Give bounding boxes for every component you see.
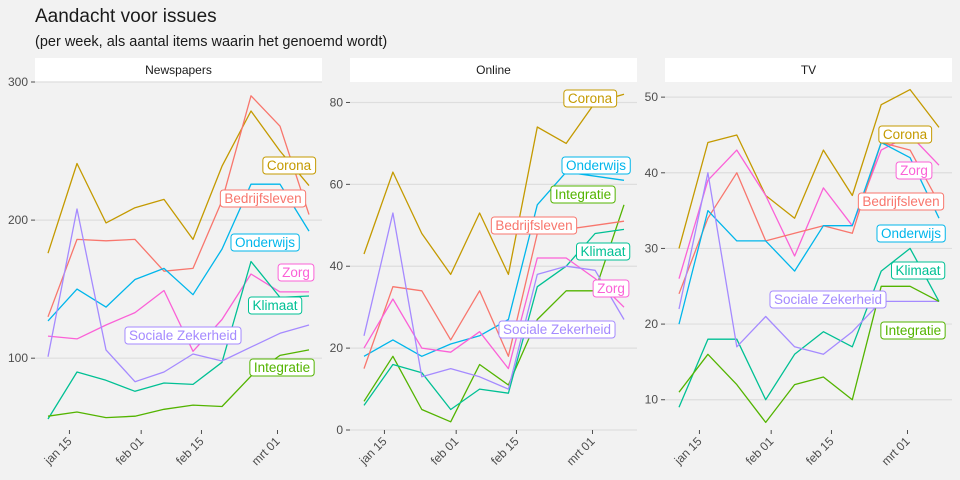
- y-tick-label: 30: [645, 241, 659, 255]
- series-line-zorg: [363, 257, 625, 370]
- panel-online: Online 0 20 40 60 80 jan 15 feb 01 feb 15 mrt 01 C…: [330, 58, 637, 468]
- svg-text:Integratie: Integratie: [885, 323, 941, 338]
- svg-text:Integratie: Integratie: [254, 360, 310, 375]
- series-label-corona: Corona: [262, 156, 317, 175]
- series-label-bedrijfsleven: Bedrijfsleven: [490, 216, 578, 235]
- y-tick-label: 40: [330, 259, 344, 273]
- svg-text:Onderwijs: Onderwijs: [235, 235, 295, 250]
- svg-text:Integratie: Integratie: [555, 187, 611, 202]
- series-label-sociale-zekerheid: Sociale Zekerheid: [769, 290, 887, 309]
- series-label-bedrijfsleven: Bedrijfsleven: [219, 189, 307, 208]
- x-tick-label: mrt 01: [249, 434, 283, 468]
- x-tick-label: jan 15: [671, 434, 705, 468]
- svg-text:Onderwijs: Onderwijs: [881, 226, 941, 241]
- y-tick-label: 80: [330, 95, 344, 109]
- series-label-zorg: Zorg: [895, 161, 933, 180]
- series-line-sociale-zekerheid: [47, 208, 310, 383]
- series-label-zorg: Zorg: [277, 263, 315, 282]
- facet-strip-label: Newspapers: [145, 63, 212, 77]
- y-tick-label: 50: [645, 90, 659, 104]
- series-label-sociale-zekerheid: Sociale Zekerheid: [124, 326, 242, 345]
- svg-text:Bedrijfsleven: Bedrijfsleven: [862, 194, 939, 209]
- series-line-corona: [678, 88, 940, 249]
- svg-text:Klimaat: Klimaat: [252, 298, 297, 313]
- x-tick-label: jan 15: [356, 434, 390, 468]
- series-label-sociale-zekerheid: Sociale Zekerheid: [498, 320, 616, 339]
- series-line-corona: [47, 110, 310, 254]
- y-tick-label: 20: [330, 341, 344, 355]
- series-line-corona: [363, 93, 625, 276]
- y-tick-label: 200: [8, 213, 28, 227]
- series-line-bedrijfsleven: [678, 141, 940, 295]
- series-label-klimaat: Klimaat: [890, 261, 946, 280]
- svg-text:Sociale Zekerheid: Sociale Zekerheid: [503, 322, 611, 337]
- series-line-onderwijs: [678, 141, 940, 325]
- series-label-klimaat: Klimaat: [247, 296, 303, 315]
- series-line-klimaat: [47, 260, 310, 420]
- svg-text:Corona: Corona: [267, 158, 312, 173]
- y-tick-label: 20: [645, 317, 659, 331]
- svg-text:Bedrijfsleven: Bedrijfsleven: [224, 191, 301, 206]
- svg-text:Sociale Zekerheid: Sociale Zekerheid: [129, 328, 237, 343]
- series-line-bedrijfsleven: [47, 95, 310, 318]
- panel-tv: TV 10 20 30 40 50 jan 15 feb 01 feb 15 mrt 01 Coro…: [645, 58, 952, 468]
- y-tick-label: 300: [8, 75, 28, 89]
- facet-strip-label: Online: [476, 63, 511, 77]
- series-label-onderwijs: Onderwijs: [561, 156, 631, 175]
- facet-strip: [665, 58, 952, 82]
- svg-text:Klimaat: Klimaat: [895, 263, 940, 278]
- svg-text:Klimaat: Klimaat: [580, 244, 625, 259]
- series-label-corona: Corona: [878, 125, 933, 144]
- y-tick-label: 40: [645, 166, 659, 180]
- series-label-zorg: Zorg: [592, 279, 630, 298]
- x-tick-label: mrt 01: [564, 434, 598, 468]
- series-label-bedrijfsleven: Bedrijfsleven: [857, 192, 945, 211]
- facet-strip: [35, 58, 322, 82]
- series-line-bedrijfsleven: [363, 220, 625, 369]
- series-label-integratie: Integratie: [880, 321, 946, 340]
- y-tick-label: 60: [330, 177, 344, 191]
- series-line-sociale-zekerheid: [363, 212, 625, 390]
- x-tick-label: feb 15: [173, 434, 207, 468]
- y-tick-label: 0: [336, 423, 343, 437]
- facet-strip-label: TV: [801, 63, 816, 77]
- svg-text:Zorg: Zorg: [597, 281, 625, 296]
- series-label-onderwijs: Onderwijs: [230, 233, 300, 252]
- chart-title: Aandacht voor issues: [35, 6, 217, 27]
- svg-text:Sociale Zekerheid: Sociale Zekerheid: [774, 292, 882, 307]
- panel-newspapers: Newspapers 100 200 300 jan 15 feb 01 feb 15 mrt…: [8, 58, 322, 468]
- x-tick-label: feb 01: [428, 434, 462, 468]
- x-tick-label: feb 01: [113, 434, 147, 468]
- series-label-klimaat: Klimaat: [575, 242, 631, 261]
- x-tick-label: mrt 01: [879, 434, 913, 468]
- x-tick-label: feb 15: [803, 434, 837, 468]
- facet-strip: [350, 58, 637, 82]
- svg-text:Bedrijfsleven: Bedrijfsleven: [495, 218, 572, 233]
- svg-text:Corona: Corona: [883, 127, 928, 142]
- x-tick-label: feb 01: [743, 434, 777, 468]
- svg-text:Zorg: Zorg: [282, 265, 310, 280]
- series-label-corona: Corona: [563, 89, 618, 108]
- series-line-onderwijs: [47, 183, 310, 322]
- svg-text:Onderwijs: Onderwijs: [566, 158, 626, 173]
- series-line-integratie: [678, 285, 940, 424]
- svg-text:Zorg: Zorg: [900, 163, 928, 178]
- series-label-integratie: Integratie: [550, 185, 616, 204]
- series-line-zorg: [47, 273, 309, 352]
- y-tick-label: 10: [645, 393, 659, 407]
- svg-text:Corona: Corona: [568, 91, 613, 106]
- series-label-onderwijs: Onderwijs: [876, 224, 946, 243]
- y-tick-label: 100: [8, 351, 28, 365]
- series-line-sociale-zekerheid: [678, 172, 939, 355]
- x-tick-label: jan 15: [41, 434, 75, 468]
- series-line-integratie: [363, 204, 625, 423]
- series-line-klimaat: [678, 247, 940, 408]
- series-label-integratie: Integratie: [249, 358, 315, 377]
- x-tick-label: feb 15: [488, 434, 522, 468]
- chart-subtitle: (per week, als aantal items waarin het g…: [35, 34, 387, 50]
